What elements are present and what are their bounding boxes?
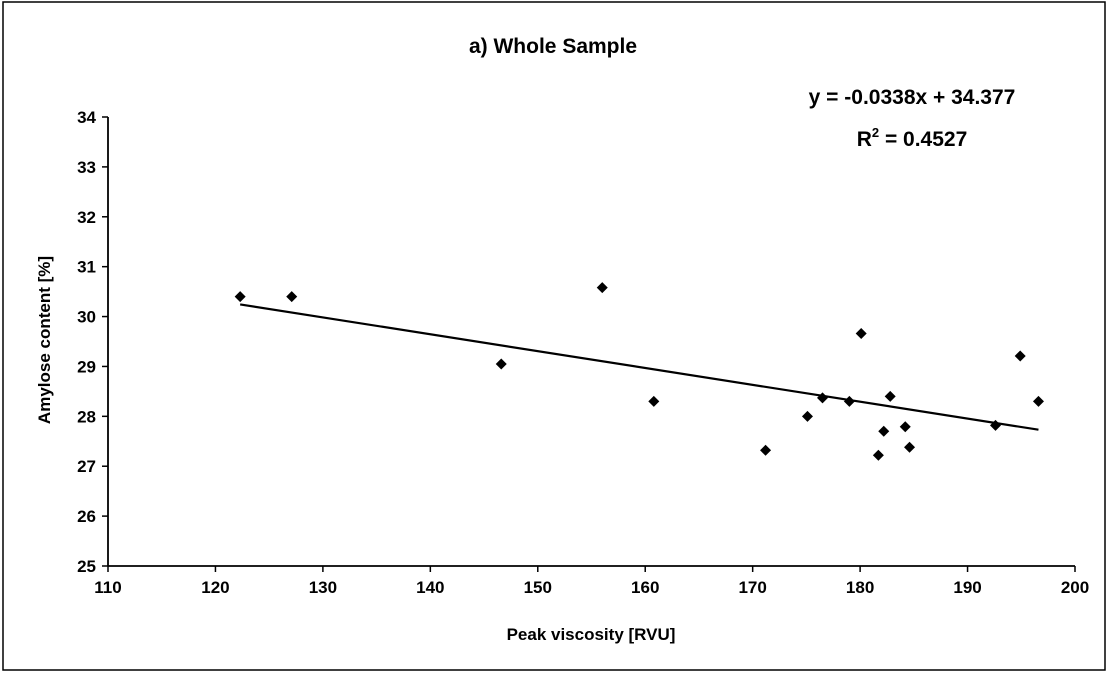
y-tick-label: 28 (77, 407, 96, 426)
data-point (1032, 395, 1044, 407)
data-points (234, 282, 1044, 461)
y-tick-label: 29 (77, 357, 96, 376)
x-tick-label: 170 (738, 578, 766, 597)
trendline (239, 303, 1039, 431)
data-point (872, 449, 884, 461)
data-point (234, 291, 246, 303)
axes (107, 117, 1075, 567)
x-tick-label: 160 (631, 578, 659, 597)
trendline-equation: y = -0.0338x + 34.377 (809, 86, 1016, 109)
x-tick-label: 120 (201, 578, 229, 597)
r-squared-letter: R (857, 128, 872, 151)
data-point (596, 282, 608, 294)
r-squared-label: R2 = 0.4527 (857, 125, 968, 151)
y-tick-label: 25 (77, 557, 96, 576)
r-squared-value: = 0.4527 (879, 128, 967, 151)
r-squared-superscript: 2 (872, 125, 879, 140)
data-point (878, 425, 890, 437)
tick-labels: 110 120 130 140 150 160 170 180 190 200 25 26 27 28 29… (77, 108, 1089, 597)
chart-title: a) Whole Sample (469, 35, 637, 58)
y-tick-label: 27 (77, 457, 96, 476)
data-point (843, 395, 855, 407)
data-point (899, 421, 911, 433)
data-point (760, 444, 772, 456)
data-point (286, 291, 298, 303)
x-tick-label: 130 (309, 578, 337, 597)
trendline-group (239, 303, 1039, 431)
data-point (495, 358, 507, 370)
y-tick-label: 34 (77, 108, 96, 127)
data-point (884, 390, 896, 402)
data-point (1014, 350, 1026, 362)
data-point (817, 392, 829, 404)
data-point (904, 441, 916, 453)
x-axis-label: Peak viscosity [RVU] (507, 625, 676, 644)
x-tick-label: 140 (416, 578, 444, 597)
y-tick-label: 30 (77, 308, 96, 327)
data-point (648, 395, 660, 407)
y-tick-label: 31 (77, 258, 96, 277)
data-point (855, 328, 867, 340)
y-tick-label: 33 (77, 158, 96, 177)
y-tick-label: 26 (77, 507, 96, 526)
x-tick-label: 150 (524, 578, 552, 597)
tick-marks (102, 116, 1076, 572)
x-tick-label: 190 (953, 578, 981, 597)
data-point (801, 410, 813, 422)
y-axis-label: Amylose content [%] (35, 256, 54, 424)
data-point (989, 419, 1001, 431)
x-tick-label: 110 (94, 578, 121, 597)
x-tick-label: 180 (846, 578, 874, 597)
x-tick-label: 200 (1061, 578, 1089, 597)
y-tick-label: 32 (77, 208, 96, 227)
